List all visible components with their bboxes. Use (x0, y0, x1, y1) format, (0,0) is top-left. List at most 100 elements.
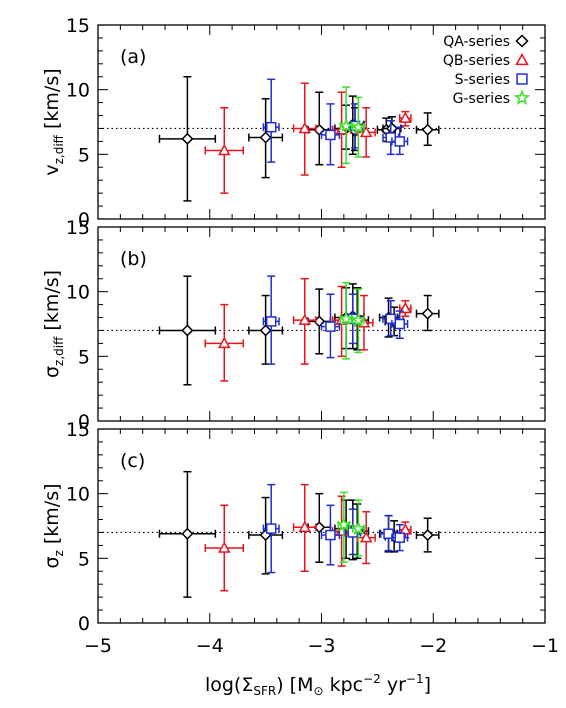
square-marker (325, 129, 336, 141)
triangle-marker (359, 125, 373, 138)
y-title-unit: [km/s] (41, 483, 63, 550)
data-point (379, 514, 398, 552)
triangle-marker (399, 523, 412, 535)
triangle-marker (218, 143, 231, 156)
data-point (391, 126, 409, 156)
diamond-marker (421, 528, 434, 542)
data-point (356, 107, 376, 158)
square-marker (383, 528, 394, 540)
triangle-marker (399, 111, 412, 123)
x-title-sub: SFR (253, 684, 276, 698)
data-point (248, 496, 284, 575)
y-tick-label: 5 (78, 144, 90, 166)
star-marker (338, 117, 354, 133)
diamond-marker (421, 307, 434, 320)
diamond-marker (515, 34, 529, 48)
legend-label: G-series (453, 91, 510, 107)
data-point (262, 275, 280, 365)
data-point (158, 75, 217, 202)
data-point (262, 483, 280, 574)
x-title-kpc-exp: −2 (363, 672, 381, 686)
series-QB (204, 277, 412, 382)
x-title-sun: ⊙ (313, 684, 323, 698)
y-tick-label: 10 (66, 80, 90, 102)
series-QA (158, 275, 440, 386)
data-point (398, 110, 412, 127)
x-axis-title: log(ΣSFR) [M⊙ kpc−2 yr−1] (205, 672, 431, 698)
data-point (336, 491, 352, 563)
panel-label: (a) (120, 46, 146, 68)
data-point (158, 275, 217, 386)
triangle-marker (399, 301, 412, 314)
data-point (320, 504, 341, 566)
data-point (415, 294, 440, 332)
square-marker (265, 121, 277, 133)
data-point (415, 112, 440, 147)
triangle-marker (298, 313, 312, 325)
data-point (391, 310, 409, 339)
data-point (292, 82, 317, 176)
data-point (320, 103, 341, 166)
panel-a: 0 5 10 15 (a) vz,diff [km/s] QA-series QB-serie… (41, 15, 546, 231)
square-marker (516, 73, 528, 85)
star-marker (513, 89, 531, 106)
y-title-unit: [km/s] (41, 68, 63, 135)
data-point (398, 299, 412, 317)
y-title-main: σ (41, 366, 63, 378)
panel-label: (c) (120, 450, 145, 472)
star-marker (350, 311, 367, 327)
x-tick-label: −2 (419, 635, 447, 657)
x-tick-label: −3 (307, 635, 335, 657)
data-point (158, 470, 217, 598)
data-point (292, 277, 317, 365)
x-tick-label: −4 (196, 635, 224, 657)
square-marker (265, 523, 277, 534)
star-marker (336, 516, 352, 532)
series-G (336, 491, 367, 563)
legend-label: S-series (455, 72, 510, 88)
data-point (350, 499, 367, 557)
x-title-main: log(Σ (205, 674, 253, 696)
data-point (248, 97, 284, 179)
diamond-marker (421, 123, 434, 136)
y-axis-title: σz [km/s] (41, 483, 66, 568)
data-point (320, 293, 341, 359)
x-title-mid: ) [M (276, 674, 313, 696)
diamond-marker (259, 131, 272, 144)
series-G (338, 86, 367, 165)
square-marker (325, 529, 336, 541)
x-tick-label: −5 (84, 635, 112, 657)
square-marker (394, 318, 405, 330)
legend-label: QB-series (443, 53, 510, 69)
x-tick-label: −1 (531, 635, 559, 657)
x-title-kpc: kpc (324, 674, 364, 696)
x-title-yr-exp: −1 (406, 672, 424, 686)
y-tick-label: 0 (78, 411, 90, 433)
y-tick-label: 0 (78, 613, 90, 635)
y-title-unit: [km/s] (41, 270, 63, 337)
triangle-marker (218, 336, 231, 349)
diamond-marker (181, 324, 194, 337)
data-point (204, 303, 245, 382)
star-marker (350, 520, 367, 536)
y-axis-title: vz,diff [km/s] (41, 68, 66, 175)
x-axis-tick-labels: −5 −4 −3 −2 −1 (84, 635, 559, 657)
diamond-marker (181, 132, 194, 145)
data-point (338, 86, 354, 165)
data-point (248, 294, 284, 365)
y-tick-label: 5 (78, 548, 90, 570)
series-QB (204, 82, 412, 194)
diamond-marker (181, 527, 194, 540)
y-tick-label: 15 (66, 419, 90, 441)
panel-c: 0 5 10 15 (c) σz [km/s] (41, 419, 546, 635)
triangle-marker (298, 121, 312, 134)
triangle-marker (298, 520, 312, 533)
y-tick-label: 0 (78, 209, 90, 231)
y-tick-label: 10 (66, 484, 90, 506)
y-title-main: σ (41, 556, 63, 568)
series-G (338, 281, 367, 360)
data-point (356, 511, 376, 565)
panel-b: 0 5 10 15 (b) σz,diff [km/s] (41, 217, 546, 433)
data-point (262, 78, 280, 163)
